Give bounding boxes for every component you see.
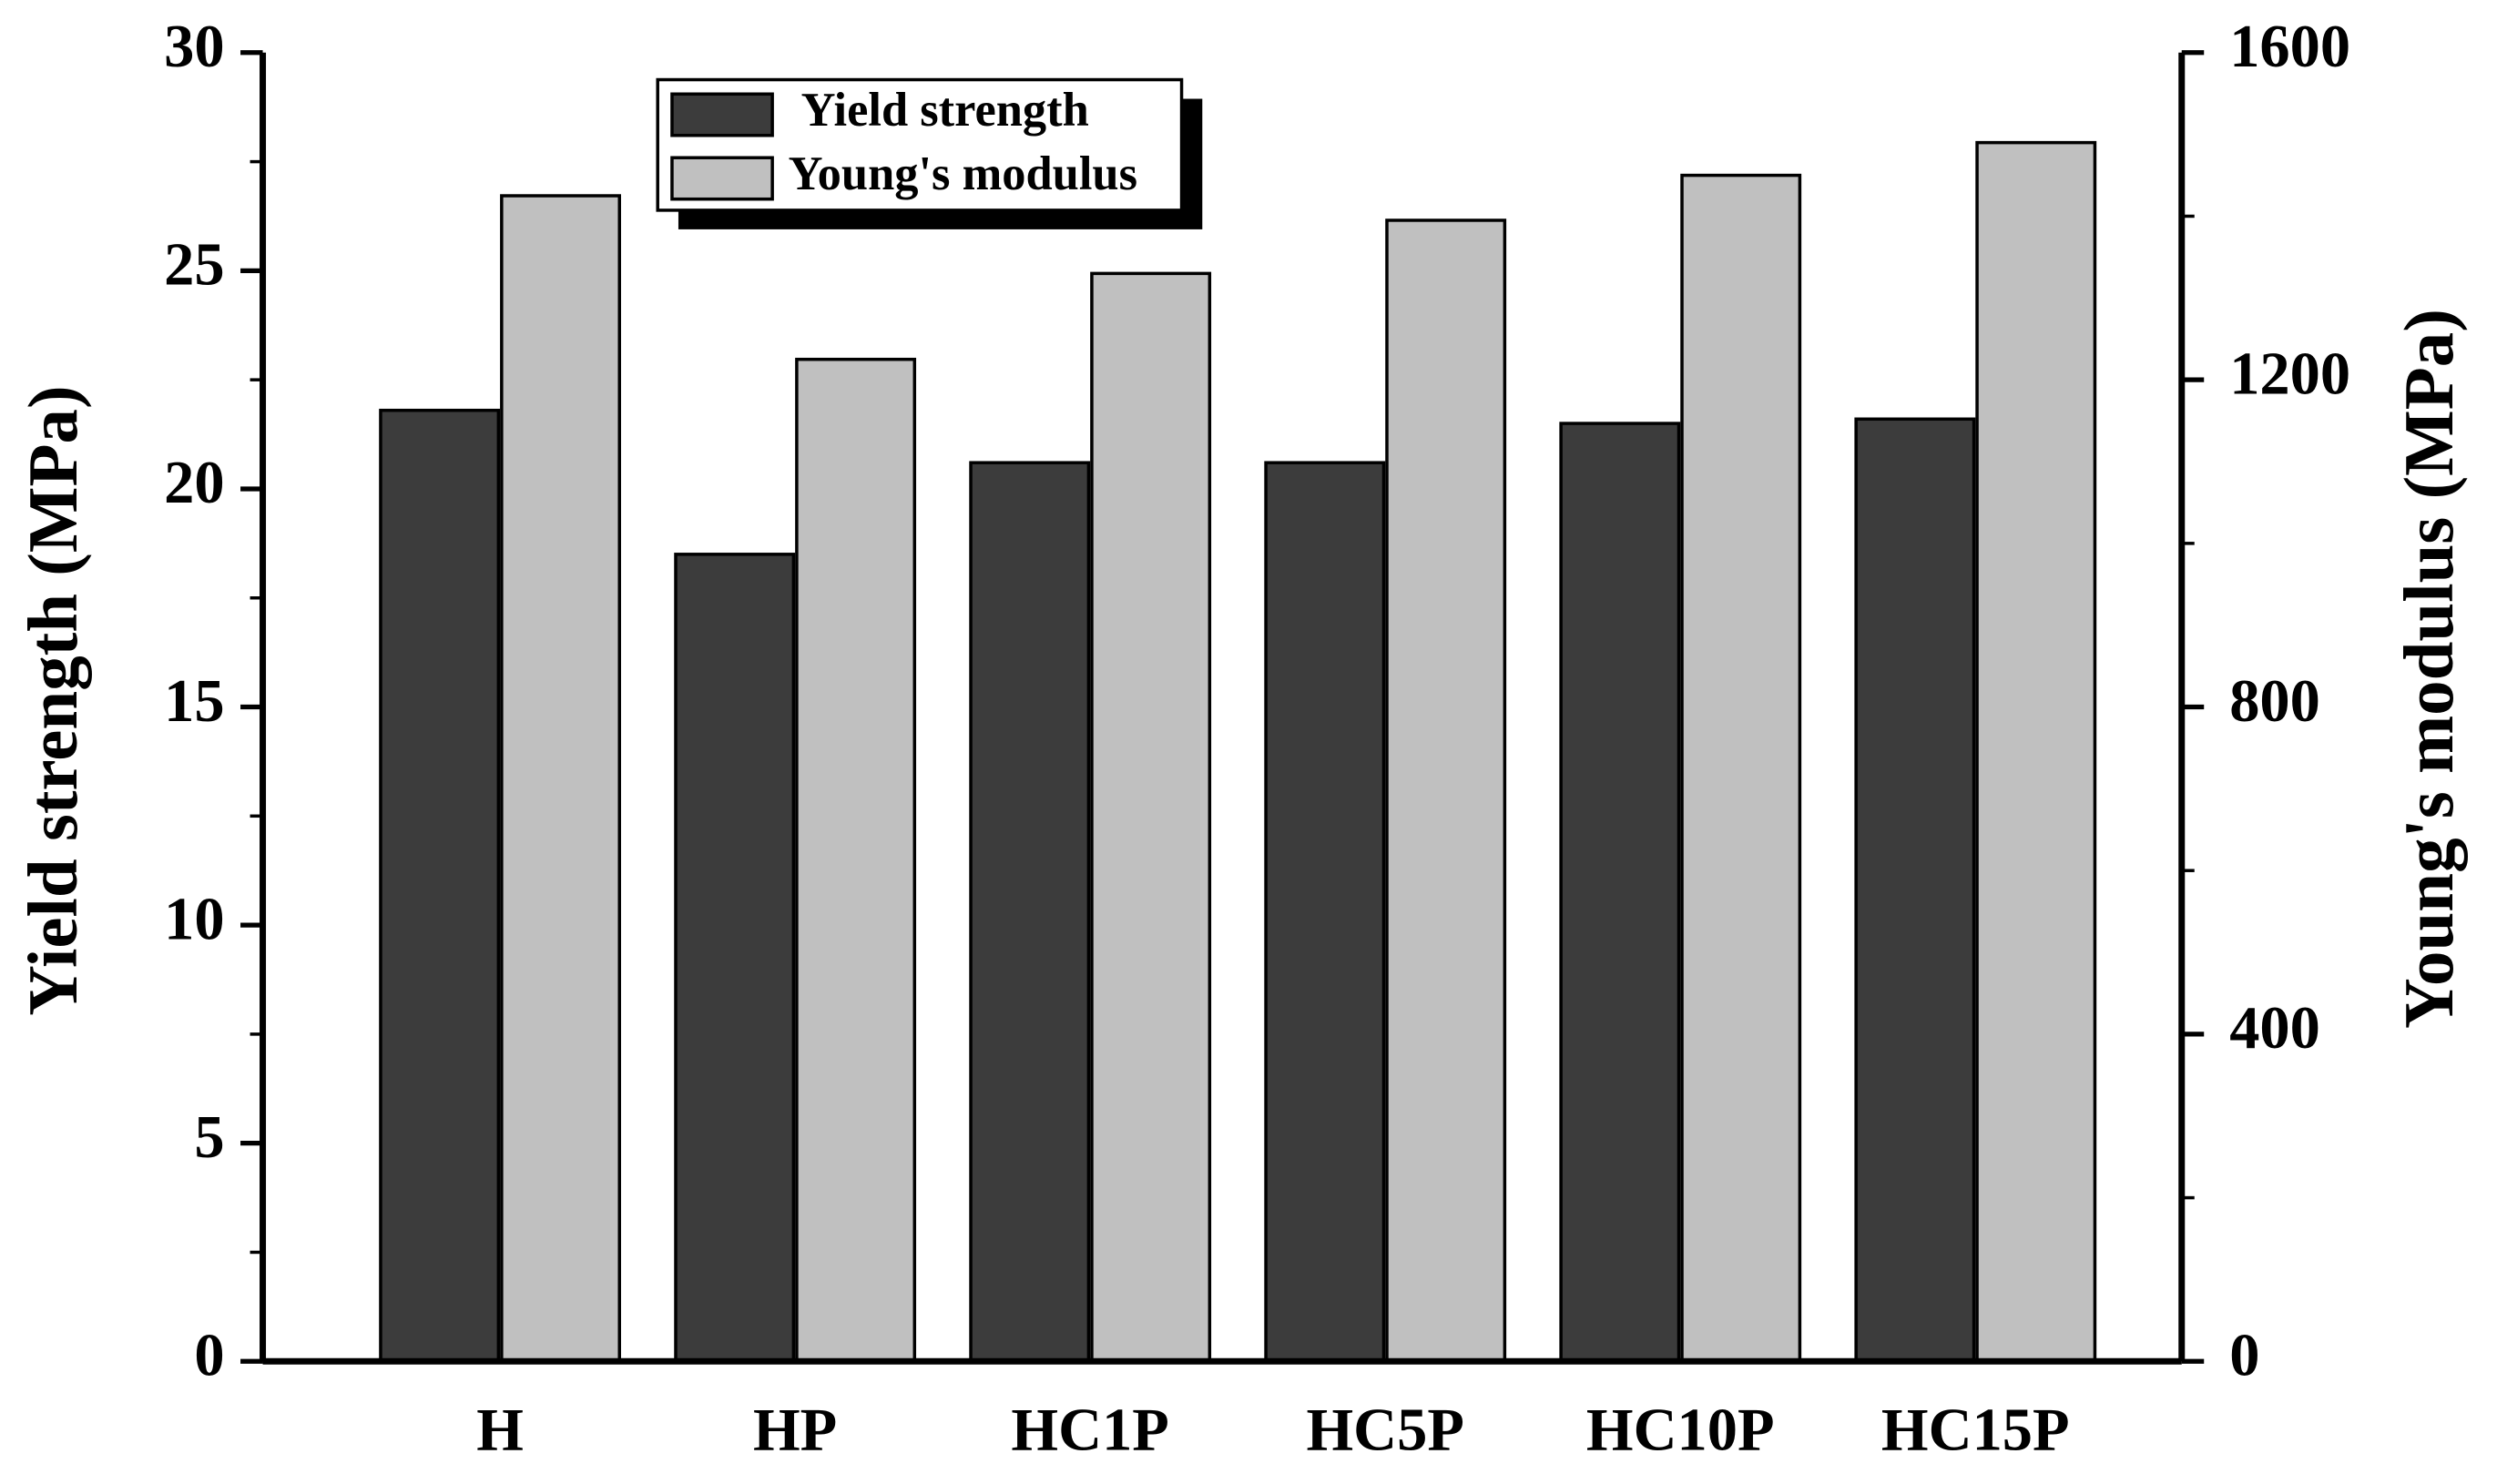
bar <box>969 461 1091 1364</box>
y2-tick-label: 1600 <box>2229 14 2350 80</box>
y-tick-label: 5 <box>194 1104 224 1171</box>
bar <box>1385 219 1507 1364</box>
bar <box>379 408 501 1364</box>
legend-swatch <box>670 156 774 201</box>
bar <box>500 194 622 1364</box>
y-tick-label: 20 <box>164 450 224 516</box>
y2-tick-label: 400 <box>2229 995 2320 1062</box>
x-tick-label: HC15P <box>1881 1398 2070 1464</box>
y-tick-label: 0 <box>194 1323 224 1389</box>
legend-swatch <box>670 92 774 137</box>
y2-axis-title: Young's modulus (MPa) <box>2390 309 2468 1029</box>
x-tick-label: HC1P <box>1011 1398 1168 1464</box>
bar <box>795 357 917 1364</box>
y-tick-label: 15 <box>164 668 224 735</box>
bar <box>1090 271 1212 1364</box>
x-tick-label: HC5P <box>1306 1398 1463 1464</box>
bar <box>1680 173 1802 1364</box>
legend: Yield strength Young's modulus <box>656 77 1203 229</box>
bar <box>1975 140 2097 1364</box>
bar <box>674 553 796 1364</box>
bar <box>1264 461 1386 1364</box>
y-axis-title: Yield strength (MPa) <box>14 385 92 1015</box>
y2-tick-label: 800 <box>2229 668 2320 735</box>
x-tick-label: HC10P <box>1586 1398 1775 1464</box>
y-tick-label: 30 <box>164 14 224 80</box>
y-tick-label: 10 <box>164 886 224 952</box>
y-tick-label: 25 <box>164 232 224 299</box>
y2-tick-label: 1200 <box>2229 341 2350 407</box>
y2-tick-label: 0 <box>2229 1323 2259 1389</box>
legend-label: Young's modulus <box>789 147 1137 200</box>
x-tick-label: HP <box>753 1398 837 1464</box>
bar <box>1559 422 1681 1364</box>
legend-label: Yield strength <box>801 84 1089 137</box>
x-tick-label: H <box>476 1398 524 1464</box>
bar <box>1854 417 1976 1364</box>
